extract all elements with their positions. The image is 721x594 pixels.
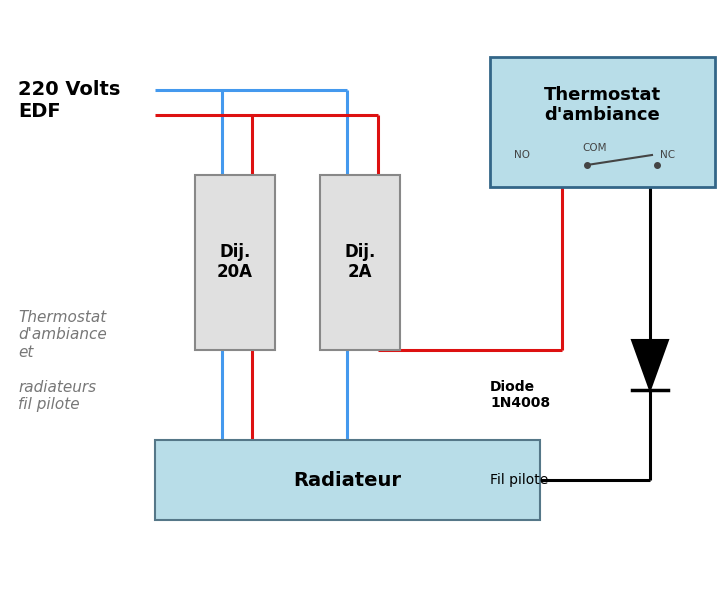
Text: Fil pilote: Fil pilote bbox=[490, 473, 548, 487]
Text: Diode
1N4008: Diode 1N4008 bbox=[490, 380, 550, 410]
Text: Thermostat
d'ambiance: Thermostat d'ambiance bbox=[544, 86, 660, 124]
Text: 220 Volts
EDF: 220 Volts EDF bbox=[18, 80, 120, 121]
FancyBboxPatch shape bbox=[320, 175, 400, 350]
Text: Radiateur: Radiateur bbox=[293, 470, 401, 489]
Polygon shape bbox=[632, 340, 668, 390]
Text: NC: NC bbox=[660, 150, 676, 160]
Text: COM: COM bbox=[583, 143, 607, 153]
Text: Dij.
20A: Dij. 20A bbox=[217, 242, 253, 282]
Text: Thermostat
d'ambiance
et

radiateurs
fil pilote: Thermostat d'ambiance et radiateurs fil … bbox=[18, 310, 107, 412]
Text: NO: NO bbox=[514, 150, 530, 160]
FancyBboxPatch shape bbox=[195, 175, 275, 350]
FancyBboxPatch shape bbox=[490, 57, 715, 187]
Text: Dij.
2A: Dij. 2A bbox=[345, 242, 376, 282]
FancyBboxPatch shape bbox=[155, 440, 540, 520]
